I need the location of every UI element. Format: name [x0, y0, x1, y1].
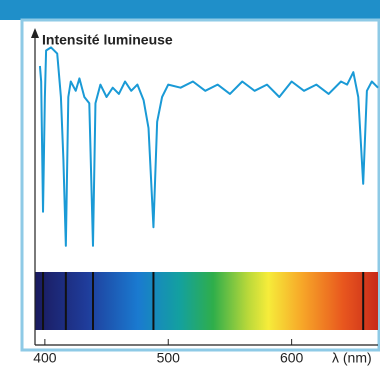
x-tick-label: 600 [280, 350, 304, 366]
spectrum-line [40, 47, 378, 245]
x-axis-label: λ (nm) [332, 350, 372, 366]
header-band [0, 0, 380, 20]
chart: Intensité lumineuse λ (nm) 400 500 600 [0, 0, 380, 390]
x-tick-label: 400 [33, 350, 57, 366]
y-axis-arrow [31, 28, 39, 38]
spectrum-bar [35, 272, 378, 330]
y-axis-label: Intensité lumineuse [42, 32, 173, 48]
x-tick-label: 500 [157, 350, 181, 366]
